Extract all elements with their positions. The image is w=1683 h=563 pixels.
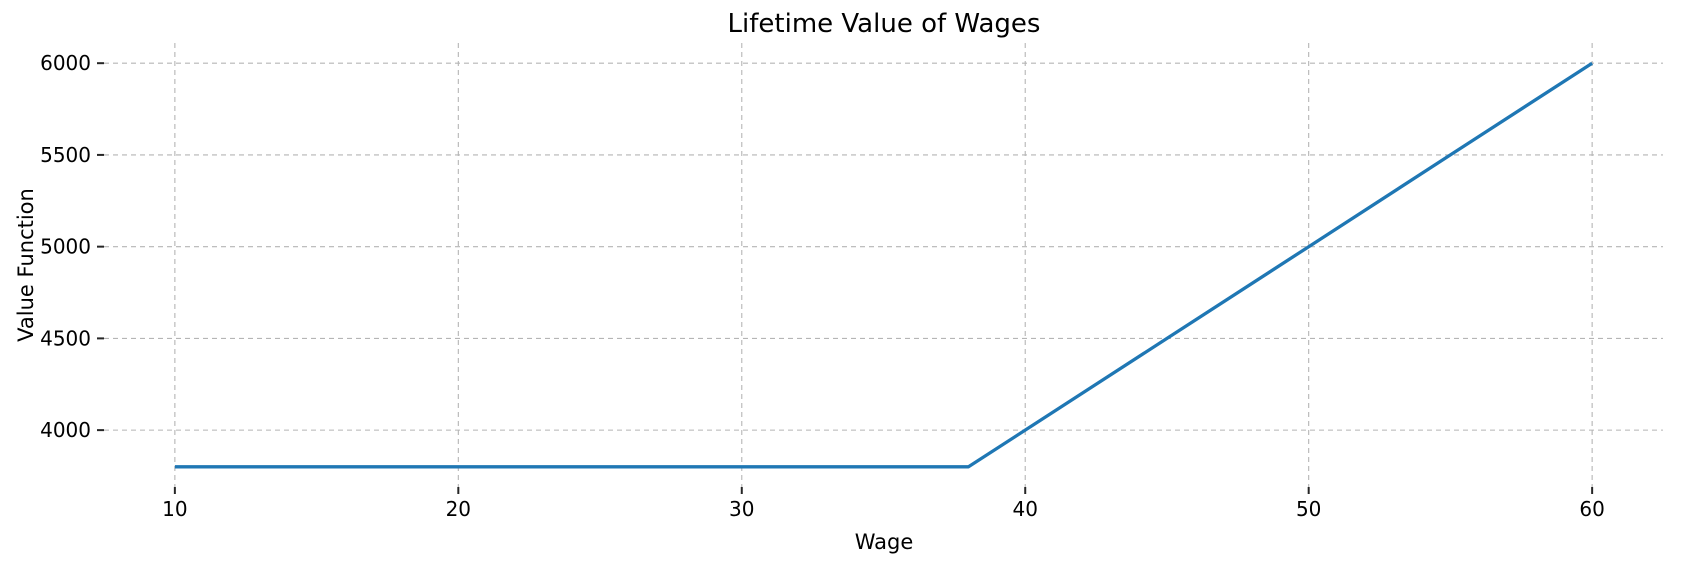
grid-layer [104, 43, 1663, 487]
x-axis-label: Wage [855, 530, 914, 554]
y-tick-label: 5500 [40, 143, 91, 167]
y-tick-label: 4500 [40, 326, 91, 350]
tick-layer: 10 20 30 40 50 60 4000 4500 5000 5500 6000 [40, 51, 1605, 521]
x-tick-label: 60 [1579, 497, 1604, 521]
x-tick-label: 20 [446, 497, 471, 521]
y-tick-label: 6000 [40, 51, 91, 75]
value-function-line [174, 61, 1593, 469]
x-tick-label: 30 [729, 497, 754, 521]
x-tick-label: 50 [1296, 497, 1321, 521]
y-tick-label: 5000 [40, 235, 91, 259]
x-tick-label: 40 [1013, 497, 1038, 521]
chart-title: Lifetime Value of Wages [728, 9, 1041, 39]
y-axis-label: Value Function [14, 188, 38, 342]
series-layer [174, 61, 1593, 469]
x-tick-label: 10 [162, 497, 187, 521]
y-tick-label: 4000 [40, 418, 91, 442]
